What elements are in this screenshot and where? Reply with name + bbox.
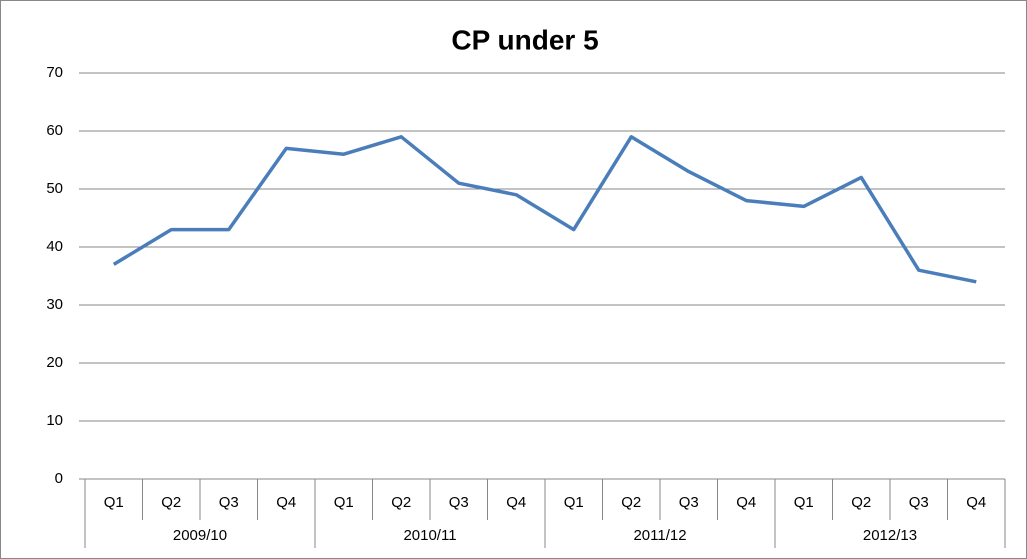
- x-tick-label: Q1: [104, 494, 124, 511]
- y-tick-label: 20: [46, 354, 63, 371]
- y-tick-label: 60: [46, 122, 63, 139]
- group-label: 2010/11: [403, 527, 456, 544]
- group-label: 2009/10: [173, 527, 227, 544]
- y-tick-label: 70: [46, 64, 63, 81]
- x-tick-label: Q4: [736, 494, 756, 511]
- y-tick-label: 30: [46, 296, 63, 313]
- x-tick-label: Q3: [909, 494, 929, 511]
- group-label: 2012/13: [863, 527, 917, 544]
- x-tick-label: Q2: [851, 494, 871, 511]
- y-tick-label: 0: [55, 470, 63, 487]
- y-tick-label: 10: [46, 412, 63, 429]
- x-tick-label: Q2: [161, 494, 181, 511]
- x-tick-label: Q1: [334, 494, 354, 511]
- x-tick-label: Q4: [276, 494, 296, 511]
- chart-title: CP under 5: [451, 24, 598, 55]
- data-line: [112, 135, 977, 284]
- y-tick-label: 40: [46, 238, 63, 255]
- x-tick-label: Q2: [621, 494, 641, 511]
- x-tick-label: Q3: [449, 494, 469, 511]
- x-tick-label: Q1: [794, 494, 814, 511]
- x-tick-label: Q2: [391, 494, 411, 511]
- x-tick-label: Q4: [506, 494, 526, 511]
- x-tick-label: Q3: [679, 494, 699, 511]
- x-tick-label: Q1: [564, 494, 584, 511]
- x-tick-label: Q4: [966, 494, 986, 511]
- x-tick-label: Q3: [219, 494, 239, 511]
- group-label: 2011/12: [633, 527, 686, 544]
- y-tick-label: 50: [46, 180, 63, 197]
